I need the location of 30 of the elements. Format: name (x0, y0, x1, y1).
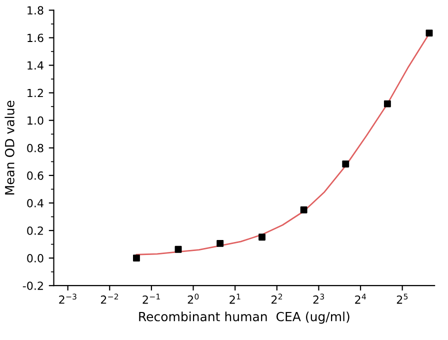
y-axis-title: Mean OD value (4, 100, 14, 194)
x-tick-label: 2$^{−3}$ (59, 294, 76, 304)
point (426, 30, 433, 37)
y-tick-label: 0.6 (27, 171, 44, 180)
point (300, 206, 308, 214)
x-axis-title: Recombinant human CEA (ug/ml) (139, 312, 350, 324)
y-tick-label: 1.4 (28, 61, 44, 70)
x-tick-label: 2$^{5}$ (396, 294, 408, 304)
x-tick-label: 2$^{1}$ (230, 294, 240, 304)
point (258, 234, 266, 241)
x-tick-label: 2$^{2}$ (271, 294, 282, 304)
y-tick-label: 0.8 (27, 144, 44, 152)
x-tick-label: 2$^{3}$ (313, 294, 324, 304)
y-tick-label: 1.2 (28, 88, 43, 98)
y-tick-label: 0.2 (27, 226, 43, 235)
point (342, 160, 350, 168)
y-tick-label: 1.8 (28, 6, 44, 15)
y-tick-label: -0.2 (22, 282, 43, 290)
y-tick-label: 0.0 (27, 254, 44, 262)
x-tick-label: 2$^{−2}$ (100, 294, 118, 304)
y-tick-label: 1.6 (28, 34, 44, 42)
x-tick-label: 2$^{−1}$ (142, 294, 160, 304)
point (384, 100, 391, 108)
y-tick-label: 0.4 (27, 198, 44, 208)
point (174, 246, 182, 253)
point (216, 240, 224, 247)
y-tick-label: 1.0 (28, 116, 44, 125)
x-tick-label: 2$^{0}$ (188, 294, 199, 304)
x-tick-label: 2$^{4}$ (355, 294, 366, 304)
point (132, 254, 140, 262)
